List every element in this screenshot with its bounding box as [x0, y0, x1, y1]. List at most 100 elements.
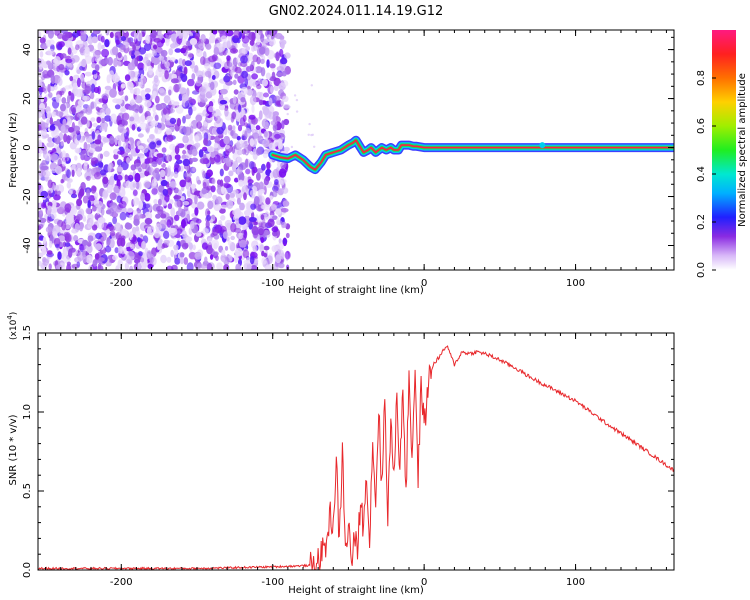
noise-blob: [46, 250, 53, 255]
noise-blob: [229, 192, 236, 199]
noise-blob: [152, 50, 157, 56]
noise-blob: [87, 199, 91, 209]
noise-blob: [49, 125, 56, 131]
noise-blob: [131, 104, 140, 112]
noise-blob: [251, 32, 256, 42]
noise-blob: [137, 133, 144, 138]
noise-blob: [188, 106, 193, 116]
noise-blob: [236, 135, 241, 141]
noise-blob: [120, 160, 129, 171]
noise-blob: [188, 227, 193, 235]
noise-blob: [109, 230, 116, 237]
noise-speck: [295, 98, 299, 102]
noise-blob: [272, 124, 278, 132]
noise-blob: [94, 243, 103, 251]
noise-blob: [57, 77, 63, 87]
noise-blob: [84, 71, 92, 77]
noise-blob: [261, 78, 269, 87]
noise-blob: [47, 30, 54, 39]
noise-blob: [81, 58, 87, 68]
noise-blob: [230, 235, 235, 241]
noise-blob: [112, 216, 117, 225]
noise-blob: [74, 147, 82, 154]
noise-blob: [186, 262, 194, 270]
noise-blob: [57, 190, 61, 196]
noise-blob: [182, 115, 186, 124]
noise-blob: [285, 232, 290, 239]
noise-blob: [114, 31, 123, 39]
noise-blob: [53, 184, 60, 191]
noise-blob: [216, 126, 224, 135]
noise-blob: [124, 95, 129, 102]
colorbar-tick-label: 0.6: [696, 118, 707, 134]
noise-blob: [200, 56, 206, 65]
noise-blob: [166, 219, 172, 228]
noise-blob: [117, 139, 122, 147]
noise-blob: [39, 51, 44, 58]
noise-blob: [260, 214, 265, 220]
noise-blob: [70, 205, 77, 215]
noise-blob: [204, 63, 211, 70]
noise-blob: [273, 77, 281, 87]
noise-blob: [263, 92, 269, 98]
noise-blob: [211, 34, 215, 42]
noise-blob: [55, 94, 62, 103]
noise-blob: [93, 51, 101, 59]
snr-y-tick-label: 1.0: [22, 404, 33, 420]
noise-blob: [263, 130, 268, 138]
noise-blob: [208, 55, 217, 63]
noise-blob: [200, 158, 207, 165]
noise-blob: [153, 75, 159, 84]
ridge-core: [271, 139, 674, 171]
noise-blob: [221, 257, 226, 263]
noise-blob: [249, 189, 256, 197]
noise-blob: [263, 121, 270, 129]
noise-blob: [128, 174, 134, 181]
noise-blob: [218, 30, 225, 35]
noise-blob: [144, 88, 151, 93]
spectrogram-x-tick-label: -200: [110, 278, 133, 289]
noise-blob: [275, 51, 280, 62]
noise-blob: [190, 183, 197, 189]
noise-blob: [121, 112, 130, 121]
noise-blob: [155, 223, 162, 232]
noise-blob: [124, 148, 131, 154]
noise-blob: [182, 158, 191, 167]
noise-blob: [198, 149, 204, 158]
noise-blob: [230, 48, 238, 54]
noise-blob: [44, 153, 53, 162]
noise-blob: [214, 154, 221, 163]
noise-blob: [203, 193, 212, 199]
noise-blob: [113, 153, 119, 160]
noise-blob: [46, 217, 51, 224]
noise-blob: [265, 197, 271, 205]
noise-blob: [238, 173, 245, 182]
noise-blob: [258, 99, 263, 106]
noise-blob: [144, 170, 150, 177]
noise-blob: [88, 148, 96, 153]
noise-blob: [132, 210, 138, 215]
noise-blob: [125, 180, 131, 189]
snr-x-tick-label: -100: [261, 577, 284, 588]
noise-blob: [236, 149, 243, 156]
noise-blob: [261, 250, 265, 257]
noise-blob: [132, 189, 138, 196]
noise-blob: [111, 46, 119, 56]
noise-blob: [130, 164, 136, 171]
noise-blob: [161, 244, 166, 250]
noise-blob: [260, 67, 266, 77]
noise-blob: [145, 163, 151, 172]
noise-blob: [98, 59, 107, 65]
noise-blob: [48, 263, 52, 270]
noise-blob: [184, 172, 192, 178]
noise-blob: [186, 236, 193, 242]
noise-blob: [109, 135, 115, 145]
noise-blob: [92, 259, 98, 267]
noise-blob: [271, 226, 279, 233]
noise-blob: [151, 188, 158, 195]
noise-blob: [269, 195, 274, 200]
noise-blob: [120, 246, 126, 255]
noise-blob: [236, 197, 241, 205]
spectrogram-y-tick-label: 40: [22, 43, 33, 56]
noise-blob: [147, 263, 154, 270]
